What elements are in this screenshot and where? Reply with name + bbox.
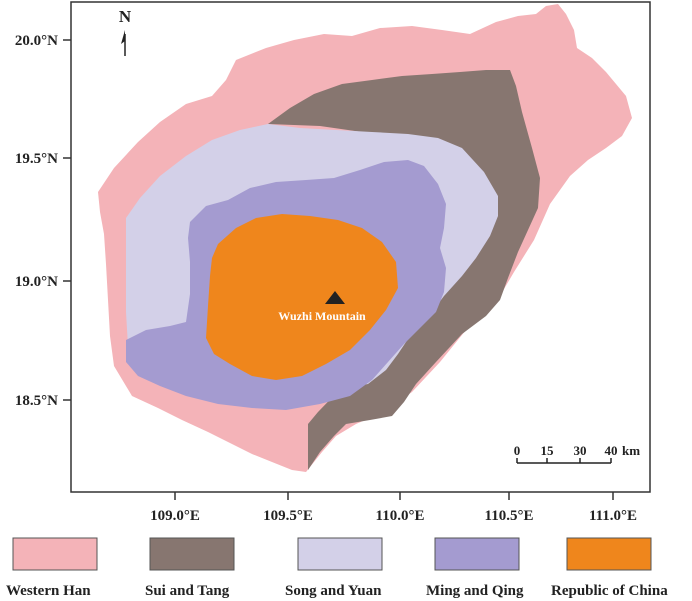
- legend-swatch-republic-of-china: [566, 537, 652, 571]
- lon-label: 109.5°E: [263, 508, 313, 524]
- lon-label: 110.0°E: [376, 508, 425, 524]
- lat-label: 19.5°N: [15, 151, 58, 167]
- lat-label: 20.0°N: [15, 33, 58, 49]
- legend-swatch-ming-qing: [434, 537, 520, 571]
- legend-label: Western Han: [6, 583, 91, 599]
- scale-tick-label: 15: [541, 443, 555, 458]
- legend-swatch-song-yuan: [297, 537, 383, 571]
- region-republic-of-china: [206, 214, 398, 380]
- legend-label: Song and Yuan: [285, 583, 382, 599]
- legend: Western Han Sui and Tang Song and Yuan M…: [6, 537, 668, 599]
- scale-unit-label: km: [622, 443, 640, 458]
- lon-label: 110.5°E: [485, 508, 534, 524]
- legend-swatch-sui-tang: [149, 537, 235, 571]
- scale-bar: 0 15 30 40 km: [514, 443, 640, 464]
- north-label: N: [119, 7, 132, 26]
- mountain-marker-icon: [325, 291, 345, 304]
- scale-tick-label: 0: [514, 443, 521, 458]
- scale-tick-label: 30: [574, 443, 587, 458]
- legend-label: Ming and Qing: [426, 583, 524, 599]
- scale-tick-label: 40: [605, 443, 618, 458]
- legend-label: Sui and Tang: [145, 583, 230, 599]
- legend-swatch-western-han: [12, 537, 98, 571]
- map-frame: [70, 1, 651, 493]
- lat-label: 18.5°N: [15, 393, 58, 409]
- place-label-wuzhi-mountain: Wuzhi Mountain: [278, 309, 366, 323]
- lat-label: 19.0°N: [15, 274, 58, 290]
- legend-label: Republic of China: [551, 583, 668, 599]
- lon-label: 109.0°E: [150, 508, 200, 524]
- lon-label: 111.0°E: [589, 508, 637, 524]
- north-arrow-icon: N: [119, 7, 132, 56]
